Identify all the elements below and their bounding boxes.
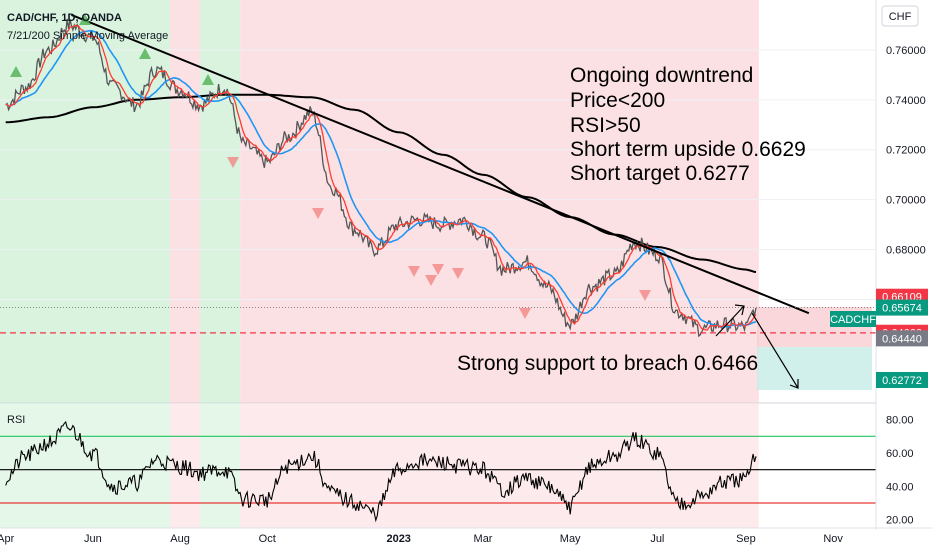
rsi-background-zone	[0, 403, 171, 528]
rsi-axis-ticks: 80.00 60.00 40.00 20.00	[886, 415, 914, 527]
instrument-tag-box	[830, 311, 876, 327]
price-tag-box	[876, 330, 928, 347]
sell-signal-marker	[432, 264, 444, 275]
time-tick-label: Aug	[170, 533, 190, 545]
price-tag-label: 0.62772	[882, 375, 922, 387]
sma21-line	[5, 29, 757, 328]
price-tick-label: 0.76000	[886, 45, 926, 57]
background-zone	[200, 0, 241, 403]
sell-signal-marker	[452, 268, 464, 279]
rsi-background-zone	[240, 403, 759, 528]
instrument-tag: CADCHF	[830, 314, 876, 326]
buy-signal-marker	[10, 66, 22, 77]
time-tick-label: Apr	[0, 533, 15, 545]
annotation-line-3: RSI>50	[570, 114, 641, 137]
support-annotation: Strong support to breach 0.6466	[457, 352, 758, 375]
rsi-tick-label: 20.00	[886, 515, 914, 527]
sell-signal-marker	[425, 275, 437, 286]
sell-signal-marker	[312, 208, 324, 219]
price-tick-label: 0.70000	[886, 195, 926, 207]
target-box	[757, 347, 872, 390]
symbol-legend: CAD/CHF, 1D, OANDA	[7, 12, 122, 24]
annotation-line-5: Short target 0.6277	[570, 162, 750, 185]
time-tick-label: Oct	[259, 533, 276, 545]
signal-background-zones	[0, 0, 759, 403]
price-axis-ticks: 0.760000.740000.720000.700000.680000.660…	[886, 45, 926, 307]
time-tick-label: Sep	[736, 533, 756, 545]
buy-signal-marker	[79, 14, 91, 25]
price-tick-label: 0.72000	[886, 145, 926, 157]
price-tag-label: 0.64440	[882, 333, 922, 345]
time-axis-labels: Apr Jun Aug Oct 2023 Mar May Jul Sep Nov	[0, 533, 843, 545]
annotation-line-4: Short term upside 0.6629	[570, 138, 806, 161]
price-tick-label: 0.68000	[886, 245, 926, 257]
upside-arrow	[715, 304, 745, 337]
annotation-line-2: Price<200	[570, 89, 665, 112]
rsi-tick-label: 40.00	[886, 481, 914, 493]
time-tick-label: 2023	[386, 533, 410, 545]
rsi-tick-label: 60.00	[886, 448, 914, 460]
time-tick-label: Jul	[650, 533, 664, 545]
signal-markers	[10, 14, 651, 319]
time-tick-label: May	[560, 533, 581, 545]
background-zone	[170, 0, 201, 403]
background-zone	[0, 0, 171, 403]
price-tick-label: 0.74000	[886, 95, 926, 107]
annotation-line-1: Ongoing downtrend	[570, 64, 753, 87]
time-tick-label: Jun	[84, 533, 102, 545]
sell-signal-marker	[408, 266, 420, 277]
sell-signal-marker	[227, 157, 239, 168]
buy-signal-marker	[139, 48, 151, 59]
buy-signal-marker	[202, 74, 214, 85]
price-tag-label: 0.65674	[882, 303, 922, 315]
rsi-background-zones	[0, 403, 759, 528]
downtrend-line[interactable]	[71, 14, 810, 315]
currency-label: CHF	[889, 11, 912, 23]
price-tag-box	[876, 371, 928, 388]
price-tag-box	[876, 299, 928, 316]
background-zone	[240, 0, 759, 403]
rsi-tick-label: 80.00	[886, 415, 914, 427]
time-tick-label: Nov	[823, 533, 843, 545]
rsi-legend: RSI	[7, 414, 25, 426]
sma7-line	[5, 24, 757, 331]
rsi-background-zone	[200, 403, 241, 528]
time-tick-label: Mar	[474, 533, 493, 545]
currency-box[interactable]	[881, 5, 919, 27]
rsi-line	[5, 420, 757, 523]
sell-signal-marker	[519, 308, 531, 319]
downside-arrow	[751, 312, 799, 389]
indicator-legend: 7/21/200 Simple Moving Average	[7, 30, 168, 42]
sell-signal-marker	[639, 290, 651, 301]
